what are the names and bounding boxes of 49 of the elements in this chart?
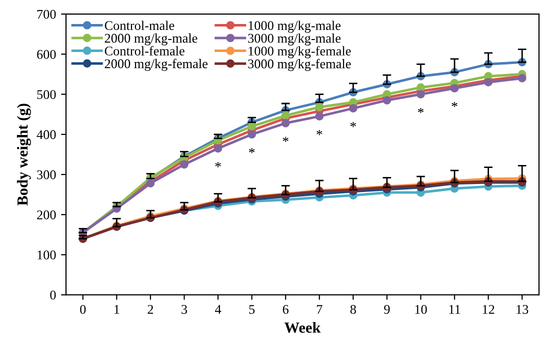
x-tick-label: 4 <box>214 305 222 314</box>
x-tick-label: 1 <box>114 305 120 314</box>
point <box>416 90 425 98</box>
annotation: * <box>452 102 458 108</box>
annotation: * <box>215 162 221 168</box>
point <box>315 102 324 112</box>
x-axis-title: Week <box>284 322 321 333</box>
y-tick-label: 300 <box>37 170 56 180</box>
x-tick-label: 5 <box>249 305 255 314</box>
point <box>248 122 256 131</box>
point <box>416 83 425 92</box>
x-tick-label: 0 <box>80 304 86 314</box>
y-tick-label: 400 <box>36 130 56 140</box>
y-tick-label: 700 <box>37 10 56 19</box>
legend-label: 1000 mg/kg-female <box>248 46 351 58</box>
legend-label: 1000 mg/kg-male <box>248 20 341 33</box>
x-tick-label: 10 <box>415 304 427 314</box>
x-tick-label: 8 <box>350 304 356 314</box>
x-tick-label: 11 <box>449 305 460 314</box>
y-tick-label: 0 <box>50 290 56 300</box>
point <box>382 96 392 104</box>
annotation: * <box>249 148 255 154</box>
point <box>349 104 358 112</box>
x-tick-label: 7 <box>316 305 322 314</box>
legend-label: Control-female <box>104 46 184 56</box>
legend-label: 3000 mg/kg-male <box>248 33 341 46</box>
annotation: * <box>350 122 356 128</box>
y-tick-label: 500 <box>37 90 56 99</box>
point <box>214 144 222 153</box>
point <box>315 112 324 120</box>
y-axis-title: Body weight (g) <box>16 104 31 206</box>
y-tick-label: 200 <box>37 210 56 220</box>
legend-label: Control-male <box>104 20 174 30</box>
annotation: * <box>282 136 288 142</box>
annotation: * <box>418 108 424 114</box>
x-tick-label: 12 <box>482 304 494 314</box>
legend-label: 2000 mg/kg-female <box>104 58 208 71</box>
x-tick-label: 6 <box>282 304 289 314</box>
x-tick-label: 3 <box>182 304 188 314</box>
point <box>180 160 188 169</box>
y-tick-label: 600 <box>37 50 56 59</box>
point <box>248 130 256 139</box>
legend-label: 3000 mg/kg-female <box>248 58 351 72</box>
x-tick-label: 2 <box>148 304 154 314</box>
x-tick-label: 9 <box>384 304 390 314</box>
annotation: * <box>316 130 322 136</box>
x-tick-label: 13 <box>516 304 528 314</box>
legend-label: 2000 mg/kg-male <box>104 33 198 46</box>
y-tick-label: 100 <box>38 250 56 260</box>
